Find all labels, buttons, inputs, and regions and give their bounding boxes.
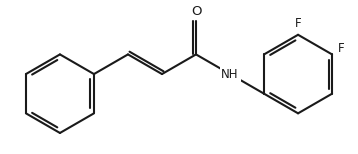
Text: NH: NH [221, 68, 239, 81]
Text: F: F [295, 17, 301, 30]
Text: F: F [338, 42, 345, 55]
Text: O: O [191, 5, 201, 18]
